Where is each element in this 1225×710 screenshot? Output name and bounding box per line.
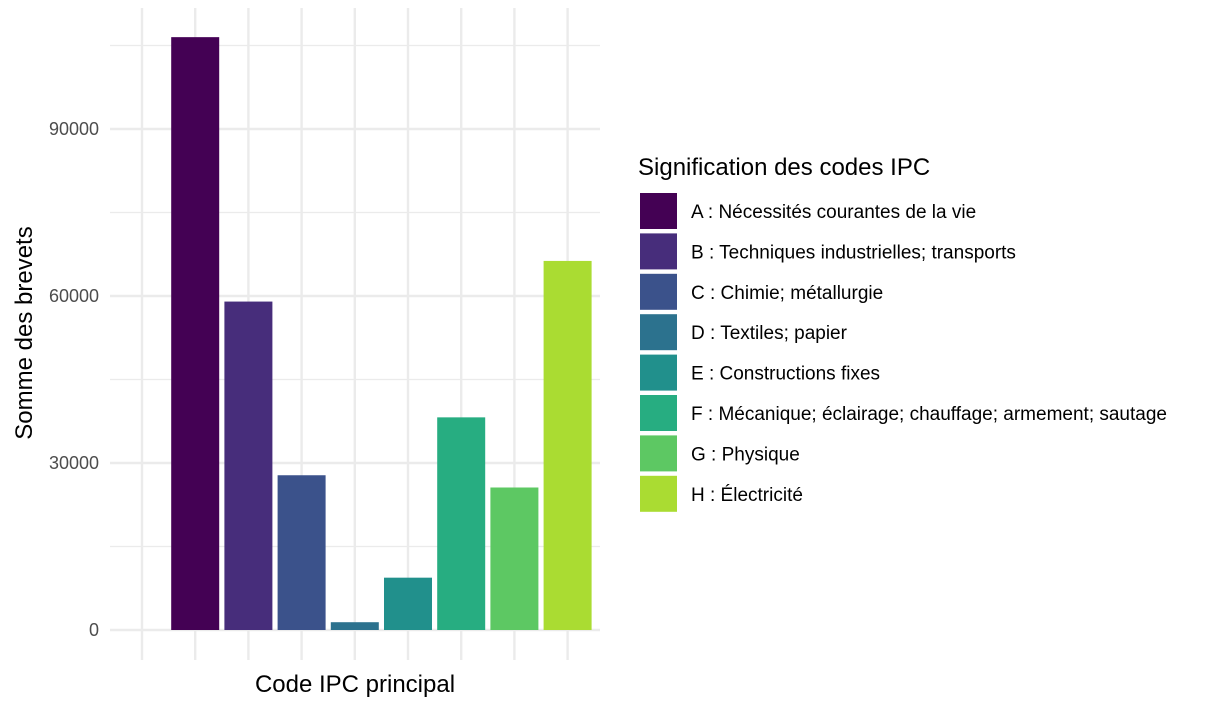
legend-label: B : Techniques industrielles; transports xyxy=(691,242,1016,263)
legend-swatch xyxy=(640,395,677,431)
y-tick-label: 90000 xyxy=(49,119,99,139)
bar-g xyxy=(490,487,538,630)
y-axis-ticks: 0 30000 60000 90000 xyxy=(49,119,99,640)
legend-items: A : Nécessités courantes de la vie B : Te… xyxy=(640,193,1167,512)
legend-swatch xyxy=(640,193,677,229)
legend: Signification des codes IPC A : Nécessit… xyxy=(638,154,1167,512)
legend-swatch xyxy=(640,476,677,512)
legend-swatch xyxy=(640,233,677,269)
bar-d xyxy=(331,622,379,630)
legend-label: D : Textiles; papier xyxy=(691,323,848,344)
legend-swatch xyxy=(640,274,677,310)
legend-title: Signification des codes IPC xyxy=(638,154,930,181)
legend-label: G : Physique xyxy=(691,444,800,465)
legend-swatch xyxy=(640,435,677,471)
bar-c xyxy=(278,475,326,630)
bar-b xyxy=(224,302,272,630)
y-axis-title: Somme des brevets xyxy=(11,226,38,439)
legend-label: A : Nécessités courantes de la vie xyxy=(691,202,976,223)
legend-label: H : Électricité xyxy=(691,485,803,506)
bar-e xyxy=(384,578,432,630)
bar-h xyxy=(544,261,592,630)
legend-swatch xyxy=(640,355,677,391)
bar-a xyxy=(171,37,219,630)
bars xyxy=(171,37,591,630)
bar-f xyxy=(437,417,485,630)
y-tick-label: 60000 xyxy=(49,286,99,306)
legend-label: E : Constructions fixes xyxy=(691,364,880,385)
legend-swatch xyxy=(640,314,677,350)
y-tick-label: 30000 xyxy=(49,453,99,473)
y-tick-label: 0 xyxy=(89,620,99,640)
legend-label: F : Mécanique; éclairage; chauffage; arm… xyxy=(691,404,1167,425)
legend-label: C : Chimie; métallurgie xyxy=(691,283,883,304)
x-axis-title: Code IPC principal xyxy=(255,671,455,698)
